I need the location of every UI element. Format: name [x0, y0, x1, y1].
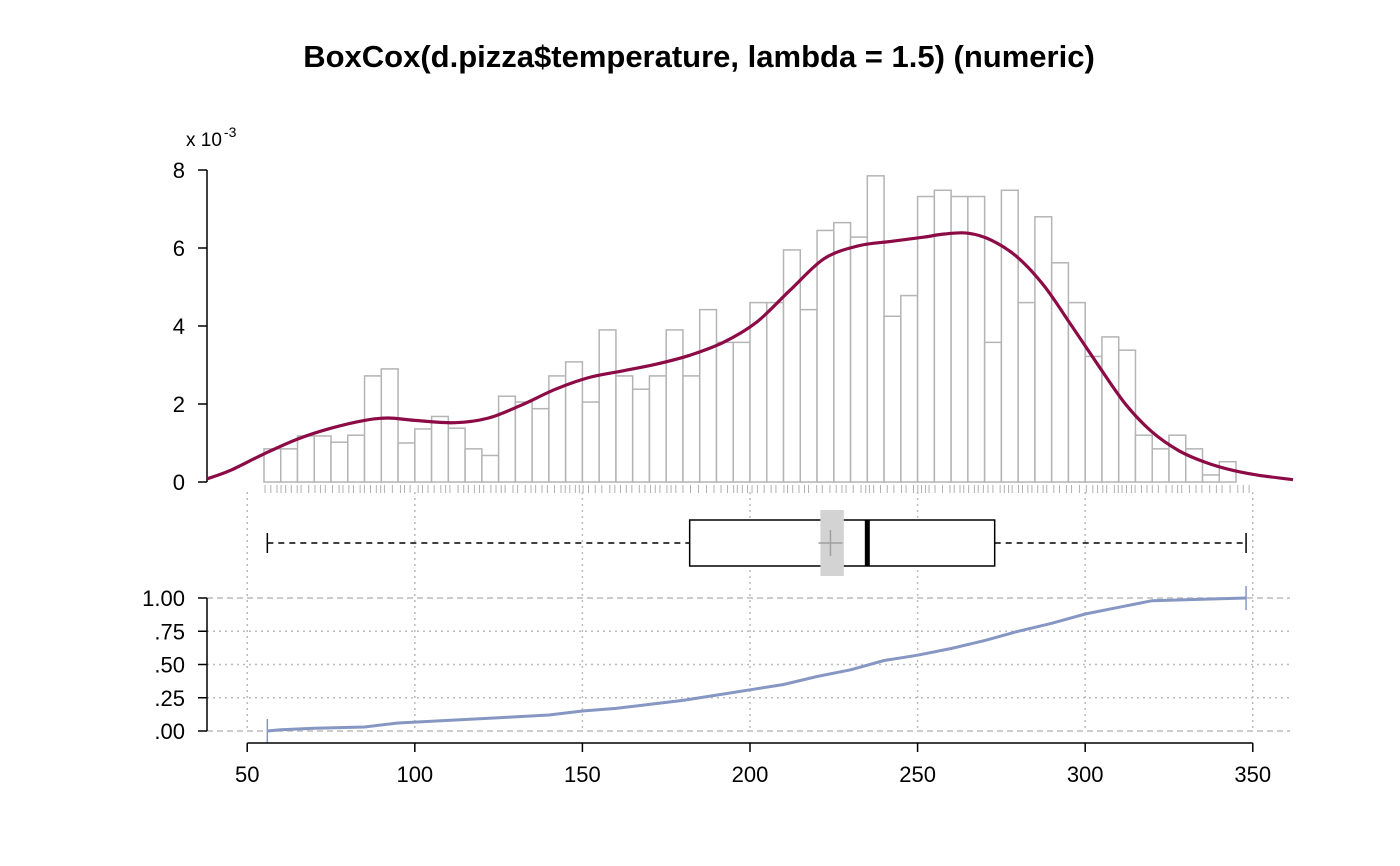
histogram-bar: [464, 448, 483, 483]
histogram-bar: [766, 301, 785, 483]
histogram-bar: [313, 435, 332, 483]
histogram-bar: [698, 308, 718, 483]
histogram-bar: [1134, 434, 1153, 483]
ecdf-y-tick-label: .75: [154, 619, 185, 644]
histogram-bar: [983, 341, 1003, 483]
histogram-bar: [481, 454, 500, 483]
histogram-bar: [916, 195, 936, 483]
histogram-bar: [447, 427, 466, 483]
density-curve: [206, 231, 1294, 482]
histogram-bar: [749, 301, 768, 483]
histogram-bar: [615, 375, 634, 483]
ecdf-y-tick-label: .25: [154, 686, 185, 711]
histogram-bar: [363, 375, 383, 483]
histogram-bar: [799, 308, 818, 483]
x-axis-tick-label: 350: [1234, 762, 1271, 787]
x-axis-tick-label: 100: [396, 762, 433, 787]
histogram-bar: [849, 236, 869, 483]
histogram-bar: [715, 341, 734, 483]
histogram-bar: [397, 442, 416, 483]
histogram-bar: [531, 407, 550, 483]
histogram-bar: [648, 375, 667, 483]
histogram-bar: [414, 428, 433, 483]
histogram-bar: [1101, 336, 1120, 483]
histogram-bar: [816, 229, 835, 483]
histogram-bar: [866, 175, 885, 483]
histogram-bar: [581, 401, 600, 483]
ecdf-y-tick-label: 1.00: [142, 586, 185, 611]
x-axis-tick-label: 200: [732, 762, 769, 787]
histogram-bar: [631, 388, 651, 483]
histogram-bar: [1000, 189, 1019, 483]
x-axis-tick-label: 250: [899, 762, 936, 787]
histogram-bar: [1034, 216, 1053, 483]
boxplot-panel: [266, 510, 1247, 576]
y-multiplier-exponent: -3: [224, 124, 237, 140]
histogram-bar: [1017, 301, 1036, 483]
histogram-bar: [883, 315, 902, 483]
x-axis-tick-label: 150: [564, 762, 601, 787]
histogram-bar: [279, 448, 299, 483]
histogram-bar: [732, 341, 751, 483]
histogram-bar: [347, 434, 366, 483]
histogram-y-tick-label: 4: [173, 314, 185, 339]
histogram-bar: [330, 441, 349, 483]
histogram-y-tick-label: 2: [173, 392, 185, 417]
histogram-bar: [665, 329, 684, 483]
chart-title: BoxCox(d.pizza$temperature, lambda = 1.5…: [303, 39, 1095, 74]
histogram-bar: [514, 401, 533, 483]
histogram-bar: [833, 221, 852, 483]
histogram-y-tick-label: 8: [173, 158, 185, 183]
x-axis-tick-label: 50: [235, 762, 259, 787]
histogram-bar: [1084, 355, 1103, 483]
y-multiplier-base: x 10: [186, 130, 222, 151]
histogram-bar: [430, 415, 450, 483]
y-multiplier-label: x 10 -3: [186, 124, 237, 151]
histogram-bar: [950, 195, 969, 483]
histogram-bar: [967, 195, 986, 483]
rug-marks: [264, 485, 1250, 493]
histogram-y-tick-label: 6: [173, 236, 185, 261]
histogram-bar: [1050, 262, 1070, 483]
ecdf-curve: [267, 596, 1247, 733]
ecdf-y-tick-label: .00: [154, 719, 185, 744]
histogram-bar: [598, 329, 617, 483]
histogram-bar: [1151, 448, 1170, 483]
histogram-bars: [263, 175, 1237, 483]
ecdf-panel: .00 .25 .50 .75 1.00: [142, 586, 1290, 744]
ecdf-end-markers: [266, 586, 1247, 743]
histogram-bar: [380, 368, 399, 483]
histogram-bar: [682, 375, 701, 483]
histogram-bar: [1117, 349, 1137, 483]
ecdf-y-axis: .00 .25 .50 .75 1.00: [142, 586, 208, 744]
histogram-bar: [900, 294, 919, 483]
ecdf-horizontal-gridlines: [207, 597, 1290, 732]
histogram-y-tick-label: 0: [173, 470, 185, 495]
x-axis-tick-label: 300: [1067, 762, 1104, 787]
x-axis: 50 100 150 200 250 300 350: [235, 742, 1271, 787]
histogram-panel: x 10 -3 0 2 4 6 8: [173, 124, 1294, 495]
histogram-bar: [1067, 301, 1086, 483]
histogram-bar: [296, 435, 316, 483]
histogram-bar: [1201, 474, 1221, 483]
histogram-bar: [1168, 434, 1187, 483]
ecdf-y-tick-label: .50: [154, 653, 185, 678]
histogram-y-axis: 0 2 4 6 8: [173, 158, 208, 495]
